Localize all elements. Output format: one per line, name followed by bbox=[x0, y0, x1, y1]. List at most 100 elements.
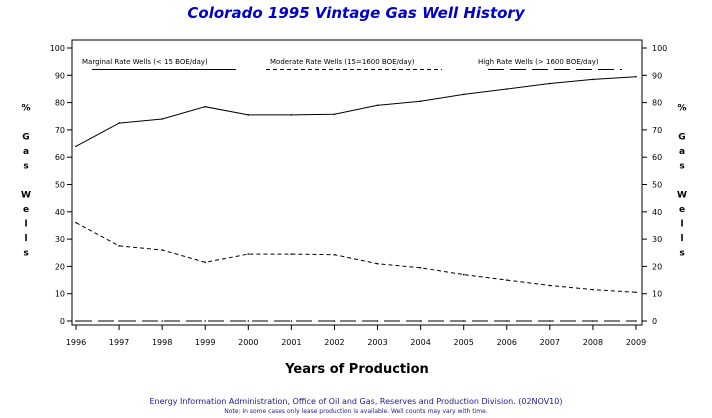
y-axis-title-left-char-9: l bbox=[24, 234, 27, 244]
data-point-1-1999 bbox=[204, 261, 206, 264]
y-axis-title-left-char-6: W bbox=[21, 191, 31, 201]
y-tick-label-right-90: 90 bbox=[652, 71, 662, 80]
y-axis-title-left-char-7: e bbox=[23, 205, 29, 215]
y-tick-label-left-20: 20 bbox=[55, 262, 65, 271]
plot-frame bbox=[71, 39, 643, 326]
data-point-1-1997 bbox=[118, 245, 120, 247]
y-tick-label-left-50: 50 bbox=[55, 181, 65, 190]
y-tick-label-left-60: 60 bbox=[55, 153, 65, 162]
data-point-1-1998 bbox=[161, 249, 163, 251]
y-axis-title-left-char-3: a bbox=[23, 147, 29, 157]
y-tick-label-left-70: 70 bbox=[55, 126, 65, 135]
data-point-0-2007 bbox=[549, 82, 551, 85]
y-axis-title-right-char-2: G bbox=[678, 133, 685, 143]
y-tick-label-left-0: 0 bbox=[60, 317, 65, 326]
y-axis-title-right-char-8: l bbox=[680, 220, 683, 230]
y-axis-title-right-char-4: s bbox=[679, 162, 684, 172]
y-tick-label-left-90: 90 bbox=[55, 71, 65, 80]
data-point-2-2002 bbox=[333, 320, 336, 322]
data-point-2-1996 bbox=[75, 320, 77, 322]
data-point-1-2007 bbox=[549, 284, 551, 287]
series-lines bbox=[75, 75, 637, 322]
y-tick-label-right-60: 60 bbox=[652, 153, 662, 162]
data-point-2-2006 bbox=[506, 320, 508, 322]
data-point-1-2001 bbox=[290, 253, 293, 255]
legend-label-2: High Rate Wells (> 1600 BOE/day) bbox=[478, 58, 599, 66]
data-point-0-2002 bbox=[333, 113, 336, 116]
data-point-2-1997 bbox=[118, 320, 120, 322]
y-axis-title-right-char-9: l bbox=[680, 234, 683, 244]
data-point-2-2008 bbox=[592, 320, 594, 322]
y-tick-label-right-50: 50 bbox=[652, 181, 662, 190]
x-tick-label-1997: 1997 bbox=[109, 338, 129, 347]
x-tick-label-2004: 2004 bbox=[410, 338, 430, 347]
y-axis-title-right-char-10: s bbox=[679, 249, 684, 259]
x-axis-title: Years of Production bbox=[284, 362, 429, 377]
data-point-0-2004 bbox=[419, 100, 422, 102]
legend-label-0: Marginal Rate Wells (< 15 BOE/day) bbox=[82, 58, 208, 66]
y-tick-label-left-30: 30 bbox=[55, 235, 65, 244]
x-axis: 1996 1997 1998 1999 2000 2001 2002 2003 2004 2005… bbox=[66, 325, 646, 347]
x-tick-label-1996: 1996 bbox=[66, 338, 86, 347]
data-point-2-2009 bbox=[635, 320, 637, 322]
y-tick-label-right-100: 100 bbox=[652, 44, 667, 53]
x-tick-label-2005: 2005 bbox=[454, 338, 474, 347]
source-note: Energy Information Administration, Offic… bbox=[149, 397, 563, 406]
data-point-2-2005 bbox=[462, 320, 465, 322]
y-axis-title-left-char-4: s bbox=[23, 162, 28, 172]
series-line-1 bbox=[75, 222, 637, 293]
x-tick-label-1999: 1999 bbox=[195, 338, 215, 347]
data-point-1-2003 bbox=[376, 262, 379, 265]
y-tick-label-left-40: 40 bbox=[55, 208, 65, 217]
x-tick-label-2002: 2002 bbox=[324, 338, 344, 347]
data-point-2-2004 bbox=[419, 320, 422, 322]
legend-label-1: Moderate Rate Wells (15=1600 BOE/day) bbox=[270, 58, 415, 66]
data-point-0-1996 bbox=[75, 145, 77, 148]
x-tick-label-2006: 2006 bbox=[497, 338, 517, 347]
data-point-1-2009 bbox=[635, 291, 637, 294]
data-point-0-2000 bbox=[247, 114, 250, 116]
data-point-1-1996 bbox=[75, 221, 77, 224]
x-tick-label-2000: 2000 bbox=[238, 338, 258, 347]
y-tick-label-right-40: 40 bbox=[652, 208, 662, 217]
y-axis-title-right-char-6: W bbox=[677, 191, 687, 201]
y-tick-label-right-10: 10 bbox=[652, 290, 662, 299]
chart-title: Colorado 1995 Vintage Gas Well History bbox=[187, 4, 525, 22]
data-point-0-1999 bbox=[204, 105, 206, 108]
y-tick-label-right-70: 70 bbox=[652, 126, 662, 135]
y-axis-title-right-char-3: a bbox=[679, 147, 685, 157]
data-point-2-2003 bbox=[376, 320, 379, 322]
x-tick-label-2003: 2003 bbox=[367, 338, 387, 347]
data-point-0-1998 bbox=[161, 118, 163, 120]
y-axis-right: 0 10 20 30 40 50 60 70 80 90 100 bbox=[642, 44, 667, 326]
y-axis-title-left-char-10: s bbox=[23, 249, 28, 259]
y-axis-title-left-char-8: l bbox=[24, 220, 27, 230]
data-point-1-2005 bbox=[462, 273, 465, 276]
data-point-0-1997 bbox=[118, 122, 120, 124]
y-axis-title-left-char-0: % bbox=[21, 104, 30, 114]
data-point-0-2005 bbox=[462, 93, 465, 96]
data-point-1-2008 bbox=[592, 288, 594, 291]
x-tick-label-1998: 1998 bbox=[152, 338, 172, 347]
series-line-0 bbox=[75, 76, 637, 147]
y-axis-title-left-char-2: G bbox=[22, 133, 29, 143]
y-axis-left: 0 10 20 30 40 50 60 70 80 90 100 bbox=[50, 44, 72, 326]
data-point-1-2006 bbox=[506, 279, 508, 281]
data-point-2-1998 bbox=[161, 320, 163, 322]
data-point-2-1999 bbox=[204, 320, 206, 322]
x-tick-label-2007: 2007 bbox=[540, 338, 560, 347]
y-tick-label-right-30: 30 bbox=[652, 235, 662, 244]
x-tick-label-2009: 2009 bbox=[626, 338, 646, 347]
data-point-2-2007 bbox=[549, 320, 551, 322]
y-axis-title-right-char-7: e bbox=[679, 205, 685, 215]
x-tick-label-2001: 2001 bbox=[281, 338, 301, 347]
data-point-2-2000 bbox=[247, 320, 250, 322]
data-point-1-2000 bbox=[247, 253, 250, 255]
disclaimer-note: Note: In some cases only lease productio… bbox=[224, 408, 488, 415]
data-point-0-2003 bbox=[376, 104, 379, 107]
x-tick-label-2008: 2008 bbox=[583, 338, 603, 347]
data-point-2-2001 bbox=[290, 320, 293, 322]
